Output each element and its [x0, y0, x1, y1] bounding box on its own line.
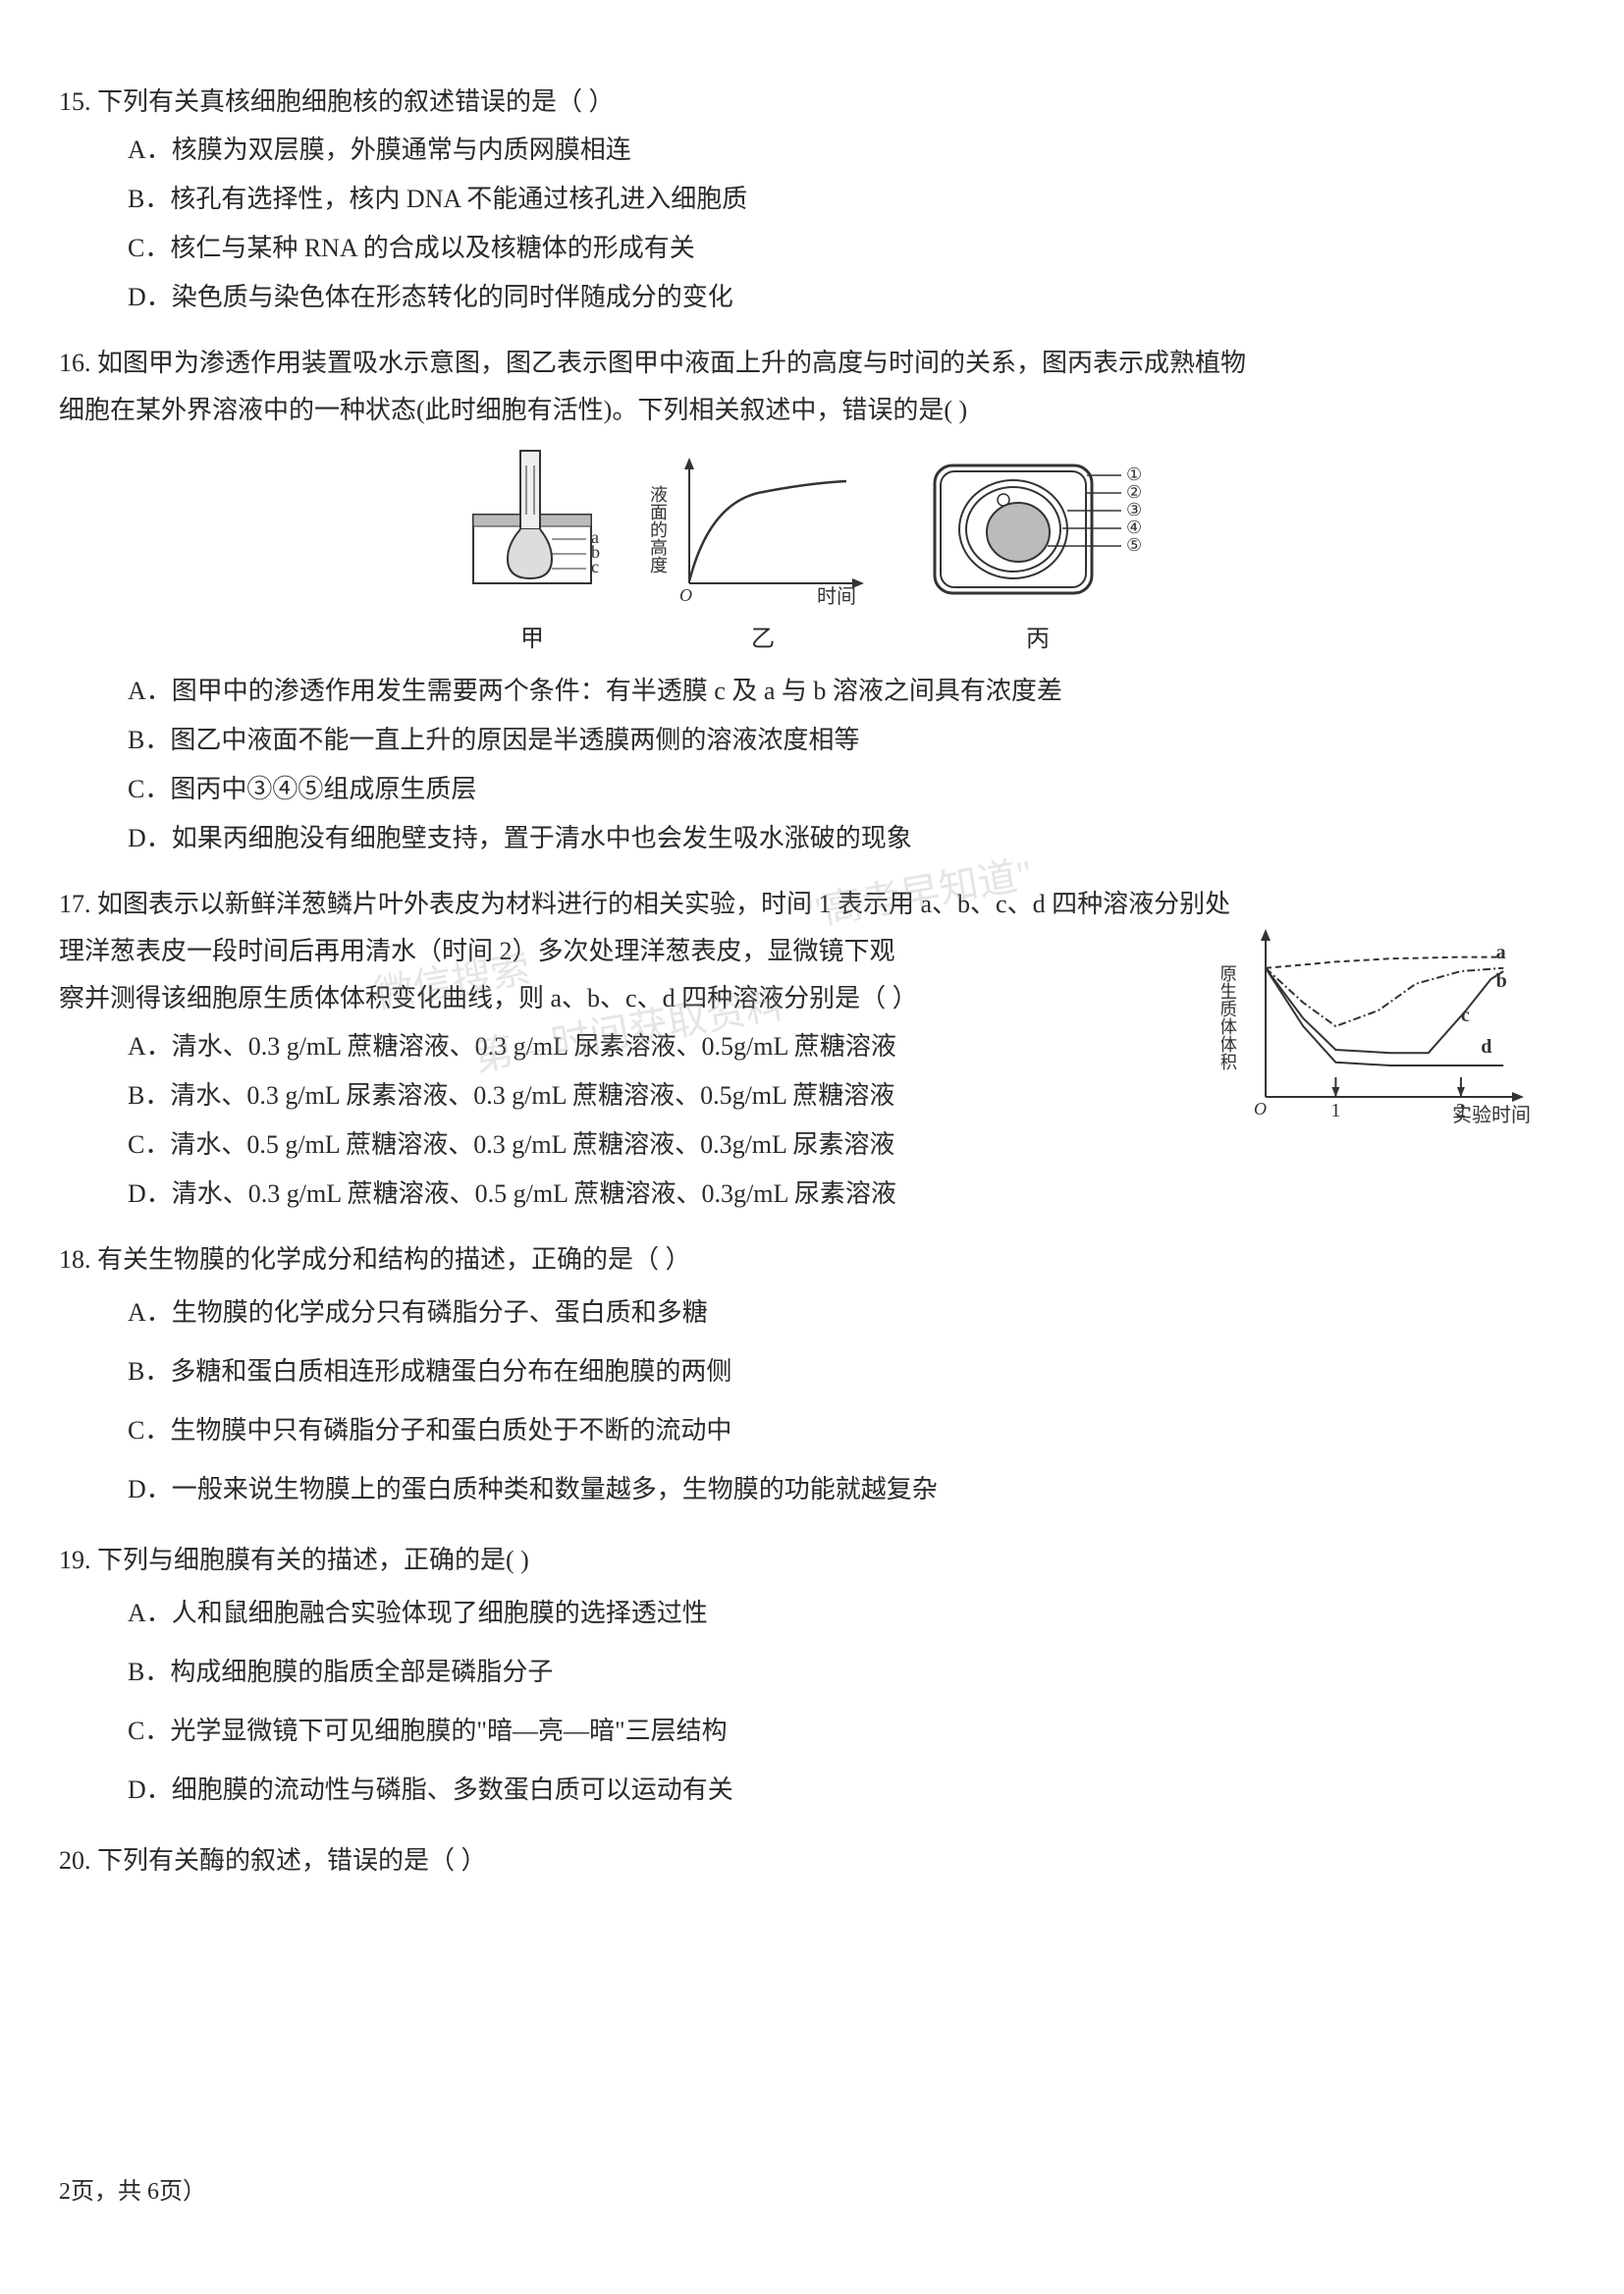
q16-stem-2: 细胞在某外界溶液中的一种状态(此时细胞有活性)。下列相关叙述中，错误的是( ) — [59, 387, 1555, 434]
q16-stem-1: 16. 如图甲为渗透作用装置吸水示意图，图乙表示图甲中液面上升的高度与时间的关系… — [59, 340, 1555, 387]
q17-option-c: C．清水、0.5 g/mL 蔗糖溶液、0.3 g/mL 蔗糖溶液、0.3g/mL… — [128, 1120, 1202, 1170]
q16-fig-yi-svg: 液面的高度 O 时间 — [650, 446, 876, 613]
q19-option-d: D．细胞膜的流动性与磷脂、多数蛋白质可以运动有关 — [128, 1761, 1555, 1820]
q16-fig-yi: 液面的高度 O 时间 乙 — [650, 446, 876, 653]
q19-stem: 19. 下列与细胞膜有关的描述，正确的是( ) — [59, 1537, 1555, 1584]
q19-option-c: C．光学显微镜下可见细胞膜的"暗—亮—暗"三层结构 — [128, 1702, 1555, 1761]
q16-fig-bing-svg: ① ② ③ ④ ⑤ — [915, 446, 1161, 613]
question-15: 15. 下列有关真核细胞细胞核的叙述错误的是（ ） A．核膜为双层膜，外膜通常与… — [59, 79, 1555, 322]
q16-fig-bing-label: 丙 — [1026, 619, 1050, 653]
q18-option-a: A．生物膜的化学成分只有磷脂分子、蛋白质和多糖 — [128, 1284, 1555, 1342]
q17-option-a: A．清水、0.3 g/mL 蔗糖溶液、0.3 g/mL 尿素溶液、0.5g/mL… — [128, 1022, 1202, 1071]
q16-bing-l5: ⑤ — [1126, 535, 1142, 555]
question-16: 16. 如图甲为渗透作用装置吸水示意图，图乙表示图甲中液面上升的高度与时间的关系… — [59, 340, 1555, 863]
q15-stem: 15. 下列有关真核细胞细胞核的叙述错误的是（ ） — [59, 79, 1555, 126]
question-20: 20. 下列有关酶的叙述，错误的是（ ） — [59, 1837, 1555, 1884]
svg-text:c: c — [1461, 1005, 1470, 1026]
q17-yaxis: 原生质体体积 — [1221, 964, 1237, 1070]
q19-options: A．人和鼠细胞融合实验体现了细胞膜的选择透过性 B．构成细胞膜的脂质全部是磷脂分… — [59, 1584, 1555, 1820]
q16-bing-l4: ④ — [1126, 518, 1142, 537]
q19-option-b: B．构成细胞膜的脂质全部是磷脂分子 — [128, 1643, 1555, 1702]
svg-text:2: 2 — [1456, 1100, 1466, 1121]
q15-options: A．核膜为双层膜，外膜通常与内质网膜相连 B．核孔有选择性，核内 DNA 不能通… — [59, 126, 1555, 322]
q15-option-a: A．核膜为双层膜，外膜通常与内质网膜相连 — [128, 126, 1555, 175]
q15-option-c: C．核仁与某种 RNA 的合成以及核糖体的形成有关 — [128, 224, 1555, 273]
q17-stem-1: 17. 如图表示以新鲜洋葱鳞片叶外表皮为材料进行的相关实验，时间 1 表示用 a… — [59, 881, 1555, 928]
q16-yi-yaxis: 液面的高度 — [650, 485, 668, 574]
q16-bing-l3: ③ — [1126, 500, 1142, 519]
q17-option-b: B．清水、0.3 g/mL 尿素溶液、0.3 g/mL 蔗糖溶液、0.5g/mL… — [128, 1071, 1202, 1120]
question-17: 17. 如图表示以新鲜洋葱鳞片叶外表皮为材料进行的相关实验，时间 1 表示用 a… — [59, 881, 1555, 1219]
q18-options: A．生物膜的化学成分只有磷脂分子、蛋白质和多糖 B．多糖和蛋白质相连形成糖蛋白分… — [59, 1284, 1555, 1519]
q15-option-b: B．核孔有选择性，核内 DNA 不能通过核孔进入细胞质 — [128, 175, 1555, 224]
q15-option-d: D．染色质与染色体在形态转化的同时伴随成分的变化 — [128, 273, 1555, 322]
q16-bing-l2: ② — [1126, 482, 1142, 502]
q16-bing-l1: ① — [1126, 464, 1142, 484]
q16-option-b: B．图乙中液面不能一直上升的原因是半透膜两侧的溶液浓度相等 — [128, 716, 1555, 765]
q16-fig-yi-label: 乙 — [751, 619, 775, 653]
q16-option-d: D．如果丙细胞没有细胞壁支持，置于清水中也会发生吸水涨破的现象 — [128, 814, 1555, 863]
q16-options: A．图甲中的渗透作用发生需要两个条件：有半透膜 c 及 a 与 b 溶液之间具有… — [59, 667, 1555, 863]
svg-text:d: d — [1481, 1036, 1491, 1058]
q16-jia-mark-c: c — [591, 557, 599, 576]
q16-yi-xaxis: 时间 — [817, 585, 856, 608]
svg-text:a: a — [1496, 942, 1506, 963]
question-19: 19. 下列与细胞膜有关的描述，正确的是( ) A．人和鼠细胞融合实验体现了细胞… — [59, 1537, 1555, 1820]
q17-origin: O — [1254, 1099, 1267, 1119]
q16-fig-jia-label: 甲 — [520, 619, 544, 653]
svg-text:1: 1 — [1330, 1100, 1340, 1121]
page-footer: 2页，共 6页） — [59, 2171, 206, 2206]
q18-stem: 18. 有关生物膜的化学成分和结构的描述，正确的是（ ） — [59, 1236, 1555, 1284]
q17-chart: 原生质体体积 O 实验时间 12abcd — [1221, 925, 1545, 1131]
q16-fig-jia: a b c 甲 — [454, 446, 611, 653]
q16-fig-jia-svg: a b c — [454, 446, 611, 613]
q16-option-a: A．图甲中的渗透作用发生需要两个条件：有半透膜 c 及 a 与 b 溶液之间具有… — [128, 667, 1555, 716]
q16-option-c: C．图丙中③④⑤组成原生质层 — [128, 765, 1555, 814]
q18-option-b: B．多糖和蛋白质相连形成糖蛋白分布在细胞膜的两侧 — [128, 1342, 1555, 1401]
q17-option-d: D．清水、0.3 g/mL 蔗糖溶液、0.5 g/mL 蔗糖溶液、0.3g/mL… — [128, 1170, 1202, 1219]
q18-option-c: C．生物膜中只有磷脂分子和蛋白质处于不断的流动中 — [128, 1401, 1555, 1460]
question-18: 18. 有关生物膜的化学成分和结构的描述，正确的是（ ） A．生物膜的化学成分只… — [59, 1236, 1555, 1519]
q18-option-d: D．一般来说生物膜上的蛋白质种类和数量越多，生物膜的功能就越复杂 — [128, 1460, 1555, 1519]
q16-figures: a b c 甲 液面的高度 O 时间 乙 — [59, 446, 1555, 653]
q20-stem: 20. 下列有关酶的叙述，错误的是（ ） — [59, 1837, 1555, 1884]
q16-yi-origin: O — [679, 585, 692, 605]
q16-fig-bing: ① ② ③ ④ ⑤ 丙 — [915, 446, 1161, 653]
q17-chart-svg: 原生质体体积 O 实验时间 12abcd — [1221, 925, 1545, 1131]
q19-option-a: A．人和鼠细胞融合实验体现了细胞膜的选择透过性 — [128, 1584, 1555, 1643]
